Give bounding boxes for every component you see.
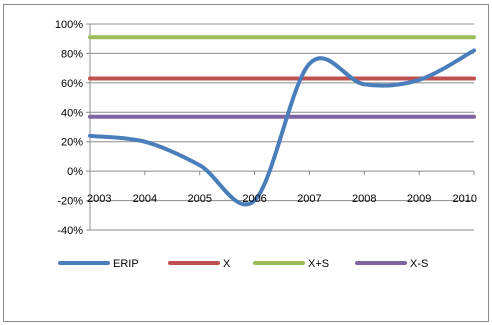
axes — [86, 23, 475, 231]
y-tick-label-6: -20% — [57, 196, 83, 208]
legend-label-x-s: X-S — [410, 258, 428, 270]
x-tick-label-1: 2004 — [133, 193, 157, 205]
legend-label-x-pluss: X+S — [308, 258, 329, 270]
y-tick-label-1: 80% — [61, 48, 83, 60]
x-tick-label-2: 2005 — [187, 193, 211, 205]
gridlines — [90, 23, 474, 231]
legend: ERIP X X+S X-S — [58, 258, 428, 270]
y-tick-label-0: 100% — [55, 19, 83, 31]
x-tick-labels: 2003 2004 2005 2006 2007 2008 2009 2010 — [87, 193, 477, 205]
x-tick-label-7: 2010 — [453, 193, 477, 205]
y-tick-label-3: 40% — [61, 107, 83, 119]
y-tick-label-4: 20% — [61, 137, 83, 149]
x-tick-label-5: 2008 — [352, 193, 376, 205]
x-tick-label-3: 2006 — [242, 193, 266, 205]
series-line-erip — [88, 48, 476, 207]
legend-label-erip: ERIP — [113, 258, 139, 270]
series — [88, 35, 476, 207]
y-tick-labels: 100% 80% 60% 40% 20% 0% -20% -40% — [55, 19, 83, 237]
legend-label-x: X — [223, 258, 231, 270]
y-tick-label-5: 0% — [67, 166, 83, 178]
x-tick-label-4: 2007 — [297, 193, 321, 205]
x-tick-label-0: 2003 — [87, 193, 111, 205]
y-tick-label-7: -40% — [57, 225, 83, 237]
x-tick-label-6: 2009 — [407, 193, 431, 205]
y-tick-label-2: 60% — [61, 78, 83, 90]
chart-frame — [3, 4, 489, 322]
